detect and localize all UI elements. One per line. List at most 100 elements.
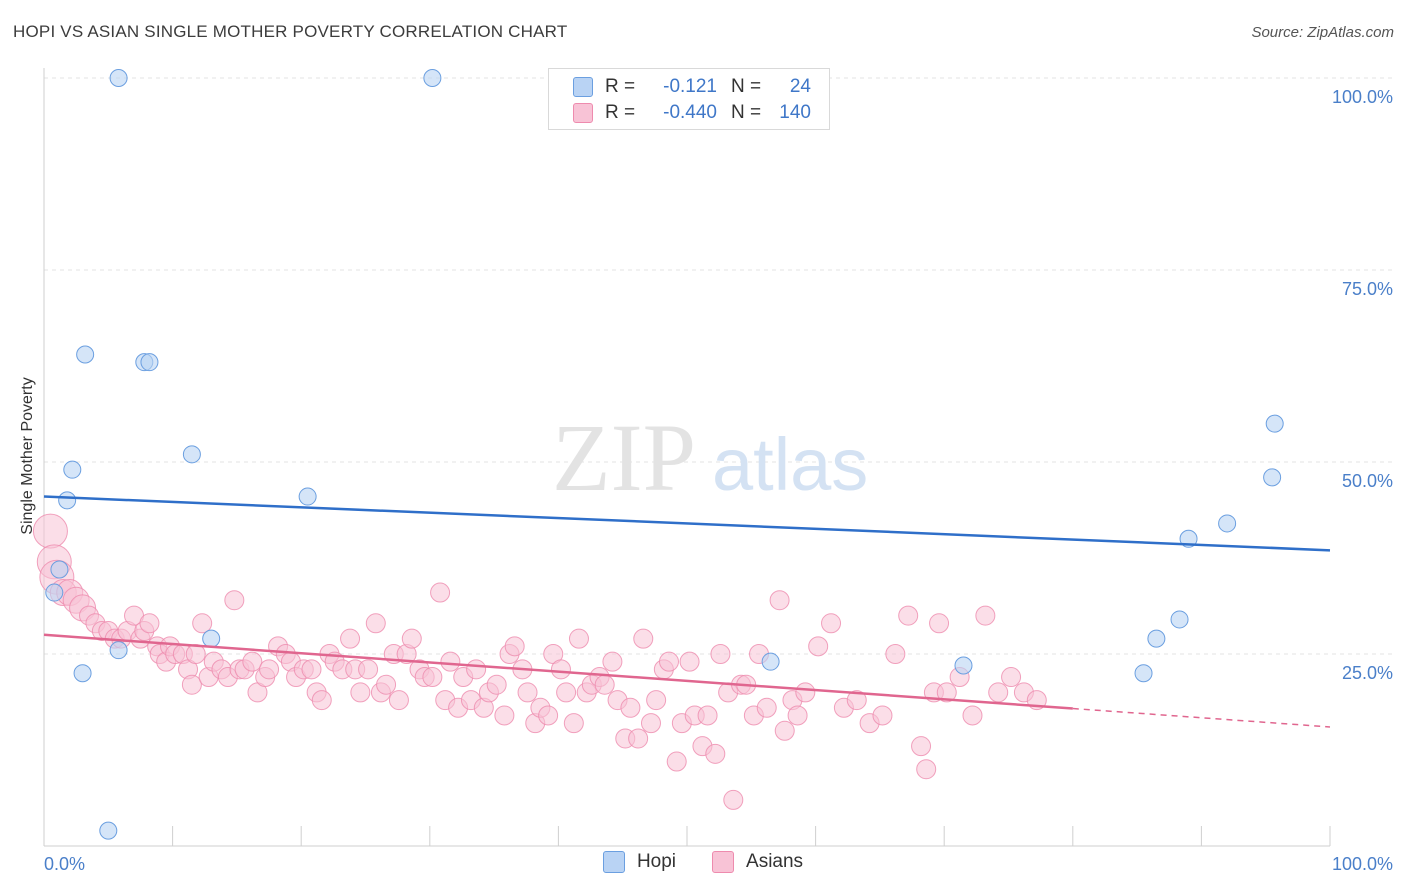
asians-point: [494, 705, 515, 726]
watermark-zip: ZIP: [552, 404, 696, 511]
hopi-point: [99, 821, 118, 840]
hopi-point: [58, 491, 77, 510]
correlation-legend: R = -0.121 N = 24 R = -0.440 N = 140: [548, 68, 830, 130]
hopi-legend-swatch: [602, 851, 625, 873]
hopi-point: [1170, 610, 1189, 629]
asians-point: [568, 628, 589, 649]
asians-point: [340, 628, 361, 649]
asians-point: [962, 705, 983, 726]
asians-point: [620, 697, 641, 718]
asians-point: [697, 705, 718, 726]
asians-point: [633, 628, 654, 649]
hopi-point: [423, 69, 442, 87]
hopi-point: [1134, 664, 1153, 683]
gridlines: [44, 77, 1392, 655]
legend-n-label: N =: [731, 102, 762, 123]
asians-point: [376, 674, 397, 695]
asians-legend-swatch: [712, 851, 735, 873]
legend-r-label: R =: [605, 76, 636, 97]
hopi-point: [140, 353, 159, 372]
hopi-points: [45, 69, 1284, 840]
asians-point: [440, 651, 461, 672]
y-tick-label: 25.0%: [1342, 663, 1393, 683]
asians-point: [723, 789, 744, 810]
asians-point: [430, 582, 451, 603]
hopi-trendline: [43, 495, 1331, 552]
x-tick-label-max: 100.0%: [1332, 854, 1393, 874]
asians-point: [311, 690, 332, 711]
asians-point: [192, 613, 213, 634]
legend-r-label: R =: [605, 102, 636, 123]
legend-n-label: N =: [731, 76, 762, 97]
y-tick-labels: 25.0% 50.0% 75.0% 100.0%: [1332, 87, 1393, 683]
hopi-point: [1147, 629, 1166, 648]
asians-point: [538, 705, 559, 726]
asians-point: [640, 713, 661, 734]
asians-points: [32, 513, 1047, 810]
chart-title: HOPI VS ASIAN SINGLE MOTHER POVERTY CORR…: [13, 22, 568, 41]
axes: [43, 68, 1331, 847]
asians-point: [563, 713, 584, 734]
asians-point: [787, 705, 808, 726]
hopi-point: [109, 641, 128, 660]
source-label: Source: ZipAtlas.com: [1251, 24, 1394, 41]
asians-trendline-extension: [1072, 707, 1331, 728]
hopi-point: [1263, 468, 1282, 487]
hopi-point: [109, 69, 128, 87]
hopi-point: [761, 652, 780, 671]
series-legend: Hopi Asians: [0, 851, 1406, 873]
asians-point: [602, 651, 623, 672]
asians-point: [628, 728, 649, 749]
asians-point: [486, 674, 507, 695]
asians-point: [556, 682, 577, 703]
legend-r-value: -0.121: [663, 76, 717, 97]
asians-point: [259, 659, 280, 680]
asians-point: [224, 590, 245, 611]
asians-point: [350, 682, 371, 703]
trendlines: [43, 495, 1331, 728]
asians-point: [769, 590, 790, 611]
asians-swatch: [573, 103, 593, 123]
x-tick-label-min: 0.0%: [44, 854, 85, 874]
asians-point: [401, 628, 422, 649]
hopi-point: [1218, 514, 1237, 533]
hopi-point: [298, 487, 317, 506]
hopi-point: [1265, 414, 1284, 433]
hopi-point: [76, 345, 95, 364]
legend-item-hopi[interactable]: Hopi: [602, 851, 677, 873]
asians-point: [358, 659, 379, 680]
y-tick-label: 75.0%: [1342, 279, 1393, 299]
asians-point: [388, 690, 409, 711]
watermark-atlas: atlas: [712, 423, 868, 506]
asians-point: [32, 513, 68, 549]
asians-point: [550, 659, 571, 680]
legend-label-hopi: Hopi: [636, 851, 677, 872]
legend-label-asians: Asians: [746, 851, 804, 872]
asians-point: [795, 682, 816, 703]
asians-point: [898, 605, 919, 626]
asians-point: [929, 613, 950, 634]
hopi-point: [73, 664, 92, 683]
asians-trendline: [43, 633, 1073, 710]
asians-point: [808, 636, 829, 657]
asians-point: [872, 705, 893, 726]
asians-point: [646, 690, 667, 711]
asians-point: [517, 682, 538, 703]
legend-n-value: 24: [789, 76, 811, 97]
y-tick-label: 100.0%: [1332, 87, 1393, 107]
legend-row-asians: R = -0.440 N = 140: [573, 101, 811, 125]
asians-point: [181, 674, 202, 695]
asians-point: [821, 613, 842, 634]
legend-r-value: -0.440: [663, 102, 717, 123]
hopi-point: [63, 460, 82, 479]
legend-row-hopi: R = -0.121 N = 24: [573, 75, 811, 99]
hopi-point: [50, 560, 69, 579]
legend-item-asians[interactable]: Asians: [712, 851, 803, 873]
asians-point: [774, 720, 795, 741]
asians-point: [1001, 667, 1022, 688]
asians-point: [846, 690, 867, 711]
legend-n-value: 140: [779, 102, 811, 123]
asians-point: [365, 613, 386, 634]
y-tick-label: 50.0%: [1342, 471, 1393, 491]
asians-point: [301, 659, 322, 680]
